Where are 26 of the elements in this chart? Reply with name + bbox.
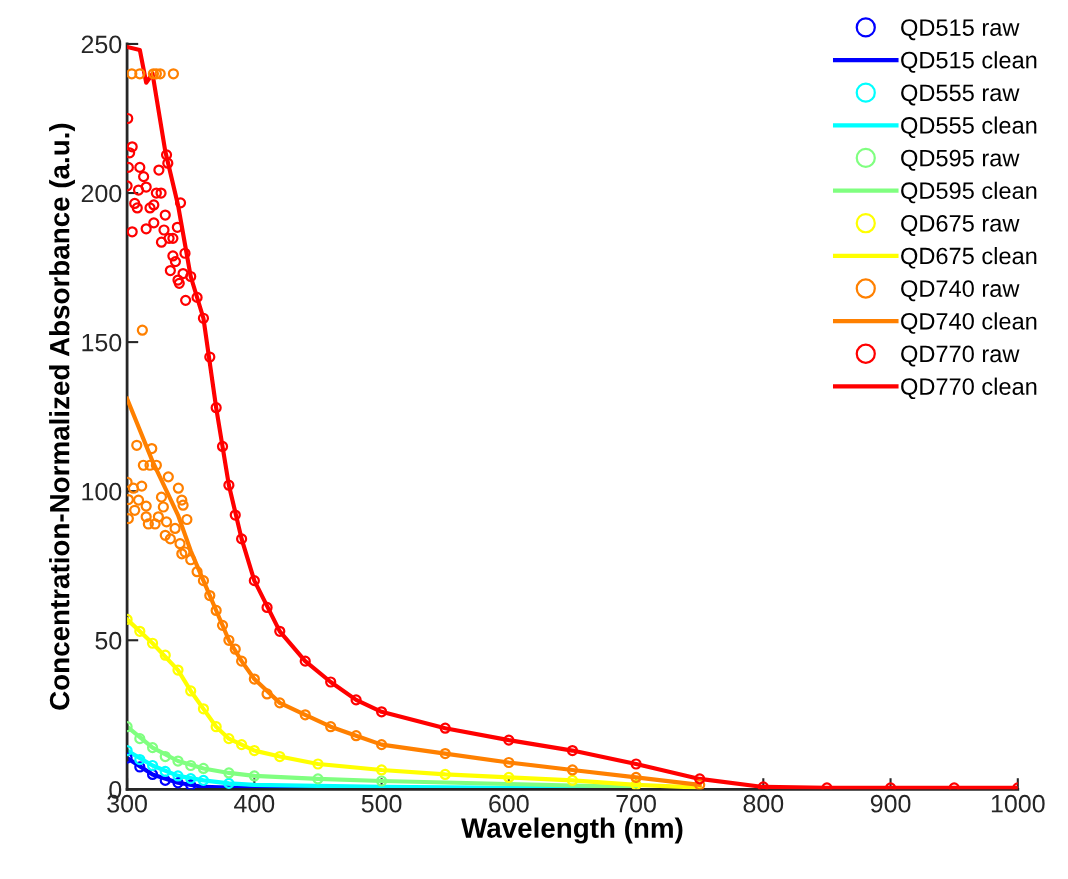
x-tick-label: 600 bbox=[489, 794, 529, 813]
legend-label: QD515 clean bbox=[901, 51, 1037, 73]
x-tick-label: 700 bbox=[616, 794, 656, 813]
legend-label: QD515 raw bbox=[901, 19, 1020, 41]
x-tick-label: 400 bbox=[234, 794, 275, 813]
legend-label: QD770 clean bbox=[901, 377, 1037, 400]
x-tick-label: 800 bbox=[743, 794, 784, 813]
x-tick-label: 500 bbox=[361, 794, 402, 813]
x-tick-label: 900 bbox=[870, 794, 911, 813]
legend-label: QD555 clean bbox=[901, 116, 1037, 139]
y-tick-label: 100 bbox=[82, 482, 122, 501]
legend-label: QD595 raw bbox=[901, 149, 1020, 171]
y-axis-title: Concentration-Normalized Absorbance (a.u.) bbox=[49, 123, 75, 710]
legend-label: QD675 clean bbox=[901, 247, 1037, 269]
legend-label: QD555 raw bbox=[901, 84, 1020, 106]
y-tick-label: 50 bbox=[95, 631, 122, 650]
legend-label: QD770 raw bbox=[901, 345, 1020, 367]
x-axis-title: Wavelength (nm) bbox=[461, 817, 683, 844]
y-tick-label: 150 bbox=[82, 333, 122, 352]
legend-label: QD595 clean bbox=[901, 181, 1037, 204]
y-tick-label: 200 bbox=[81, 184, 122, 203]
y-tick-label: 250 bbox=[81, 35, 122, 54]
x-tick-label: 1000 bbox=[991, 794, 1045, 813]
legend-label: QD740 raw bbox=[901, 280, 1020, 302]
legend-label: QD740 clean bbox=[901, 312, 1037, 334]
legend-label: QD675 raw bbox=[901, 215, 1020, 236]
